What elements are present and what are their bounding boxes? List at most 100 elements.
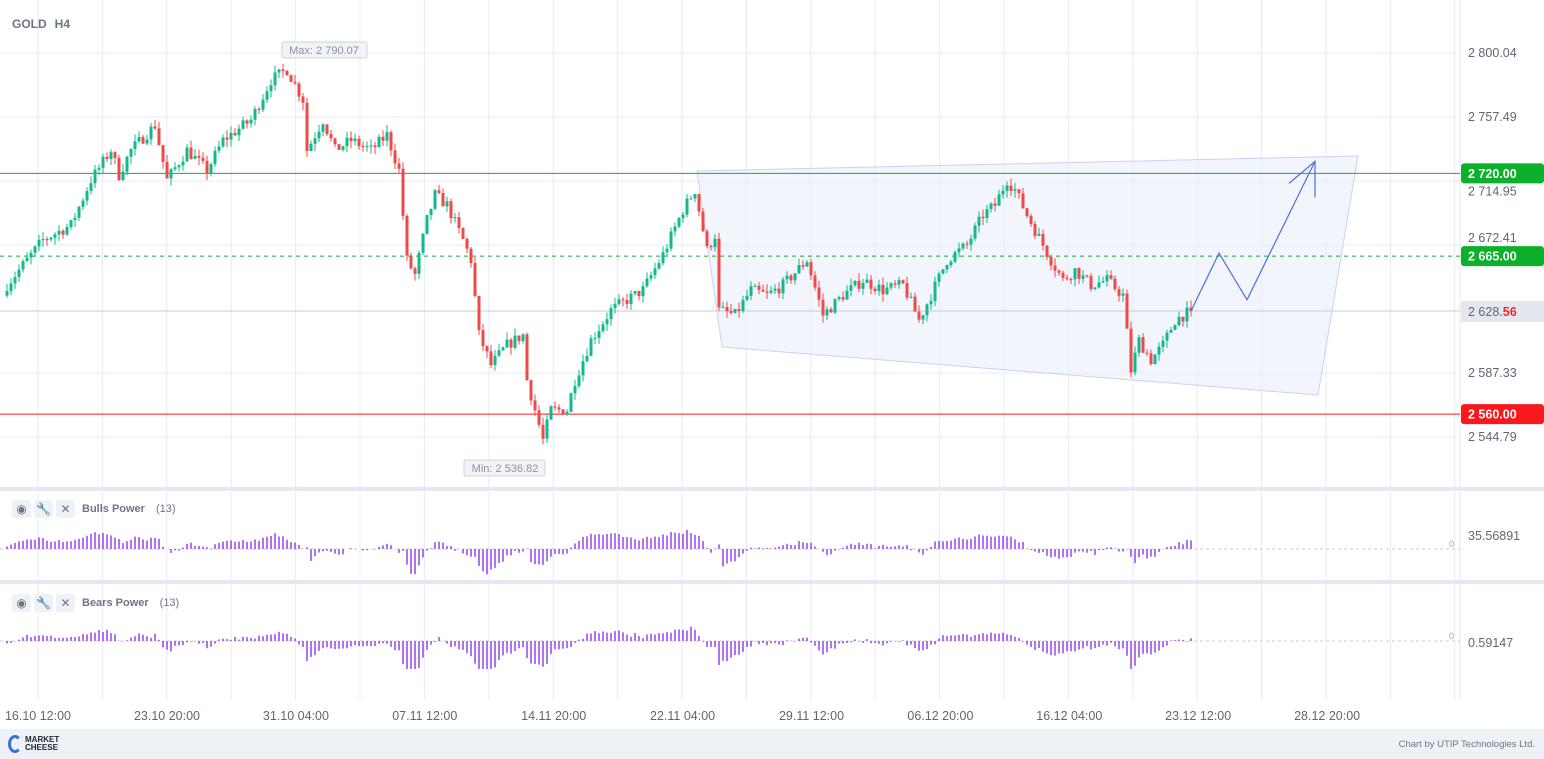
candle-body [537,410,541,425]
candle-body [401,168,405,216]
wrench-icon[interactable]: 🔧 [34,594,53,612]
candle-body [69,220,73,228]
candle-body [941,269,945,274]
min-label-text: Min: 2 536.82 [472,463,539,475]
time-tick-label: 31.10 04:00 [263,709,329,723]
min-label: Min: 2 536.82 [463,459,546,477]
close-icon[interactable]: ✕ [56,500,75,518]
arrowhead [1288,160,1316,198]
candle-body [1101,281,1105,283]
candle-body [709,246,713,248]
candle-body [509,339,513,348]
candle-body [57,230,61,235]
channel-drawing[interactable] [696,155,1359,396]
candle-body [821,299,825,316]
candle-body [717,238,721,308]
candle-body [861,282,865,289]
candle-body [661,252,665,264]
candle-body [365,146,369,148]
candle-body [265,91,269,100]
candle-body [1165,332,1169,341]
eye-icon[interactable]: ◉ [12,594,31,612]
candle-body [481,330,485,347]
candle-body [949,261,953,266]
candle-body [1057,270,1061,273]
candle-body [469,248,473,264]
credit-text: Chart by UTIP Technologies Ltd. [1398,739,1535,750]
time-tick-label: 23.12 12:00 [1165,709,1231,723]
candle-body [129,148,133,157]
candle-body [689,198,693,200]
candle-body [985,209,989,219]
candle-body [1141,337,1145,353]
candle-body [249,119,253,124]
candle-body [1149,353,1153,365]
candle-body [729,311,733,313]
time-tick-label: 16.10 12:00 [5,709,71,723]
candle-body [525,334,529,381]
candle-body [257,108,261,110]
candle-body [369,145,373,147]
candle-body [697,194,701,212]
candle-body [621,299,625,301]
candle-body [441,193,445,207]
candle-body [45,239,49,241]
close-icon[interactable]: ✕ [56,594,75,612]
candle-body [721,307,725,309]
candle-body [501,347,505,351]
candle-body [297,83,301,97]
candle-body [769,290,773,293]
indicator-name: Bulls Power [82,503,145,515]
wrench-icon[interactable]: 🔧 [34,500,53,518]
candle-body [857,280,861,289]
max-label: Max: 2 790.07 [281,41,368,59]
time-axis[interactable]: 16.10 12:00 23.10 20:00 31.10 04:00 07.11 1… [5,709,1360,723]
timeframe[interactable]: H4 [54,17,71,31]
candle-body [425,214,429,234]
forecast-arrow[interactable] [1190,160,1316,312]
candle-body [1013,189,1017,191]
candle-body [1145,352,1149,354]
eye-icon[interactable]: ◉ [12,500,31,518]
candle-body [437,190,441,194]
candle-body [945,265,949,270]
market-cheese-logo[interactable]: MARKET CHEESE [8,735,73,753]
candle-body [77,206,81,218]
candle-body [933,281,937,302]
candle-body [385,132,389,141]
candle-body [465,238,469,249]
candle-body [793,273,797,281]
candle-body [153,126,157,129]
candle-body [41,239,45,241]
candle-body [881,284,885,295]
candle-body [145,139,149,144]
candle-body [229,132,233,140]
candle-body [277,69,281,73]
candle-body [161,145,165,162]
candle-body [833,299,837,313]
candle-body [1033,224,1037,236]
bears-scale-label: 0.59147 [1468,636,1513,650]
price-axis[interactable]: 2 800.04 2 757.49 2 714.95 2 672.41 2 587.33… [1468,46,1517,444]
candle-body [581,361,585,376]
price-levels: 2 720.00 2 665.00 2 560.00 [0,163,1544,425]
candle-body [1049,256,1053,266]
candle-body [877,284,881,292]
candle-body [421,233,425,253]
candle-body [9,283,13,292]
candle-body [493,355,497,366]
price-tick-label: 2 714.95 [1468,184,1517,198]
candle-body [177,165,181,168]
candle-body [237,128,241,136]
time-tick-label: 28.12 20:00 [1294,709,1360,723]
logo-line1: MARKET [25,735,60,744]
candle-body [185,147,189,162]
candle-body [1137,337,1141,353]
max-label-text: Max: 2 790.07 [289,45,359,57]
candle-body [133,141,137,149]
pane-separator[interactable] [0,580,1544,584]
candle-body [585,355,589,362]
candle-body [1069,279,1073,281]
pane-separator[interactable] [0,487,1544,491]
